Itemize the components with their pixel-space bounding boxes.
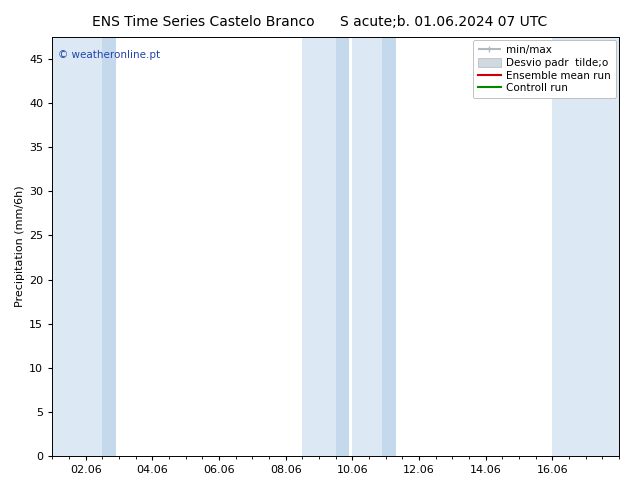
Bar — [382, 37, 396, 456]
Bar — [552, 37, 619, 456]
Y-axis label: Precipitation (mm/6h): Precipitation (mm/6h) — [15, 186, 25, 307]
Text: © weatheronline.pt: © weatheronline.pt — [58, 49, 160, 60]
Legend: min/max, Desvio padr  tilde;o, Ensemble mean run, Controll run: min/max, Desvio padr tilde;o, Ensemble m… — [472, 40, 616, 98]
Text: ENS Time Series Castelo Branco: ENS Time Series Castelo Branco — [91, 15, 314, 29]
Bar — [353, 37, 385, 456]
Text: S acute;b. 01.06.2024 07 UTC: S acute;b. 01.06.2024 07 UTC — [340, 15, 547, 29]
Bar — [102, 37, 115, 456]
Bar — [53, 37, 102, 456]
Bar — [302, 37, 335, 456]
Bar — [335, 37, 349, 456]
